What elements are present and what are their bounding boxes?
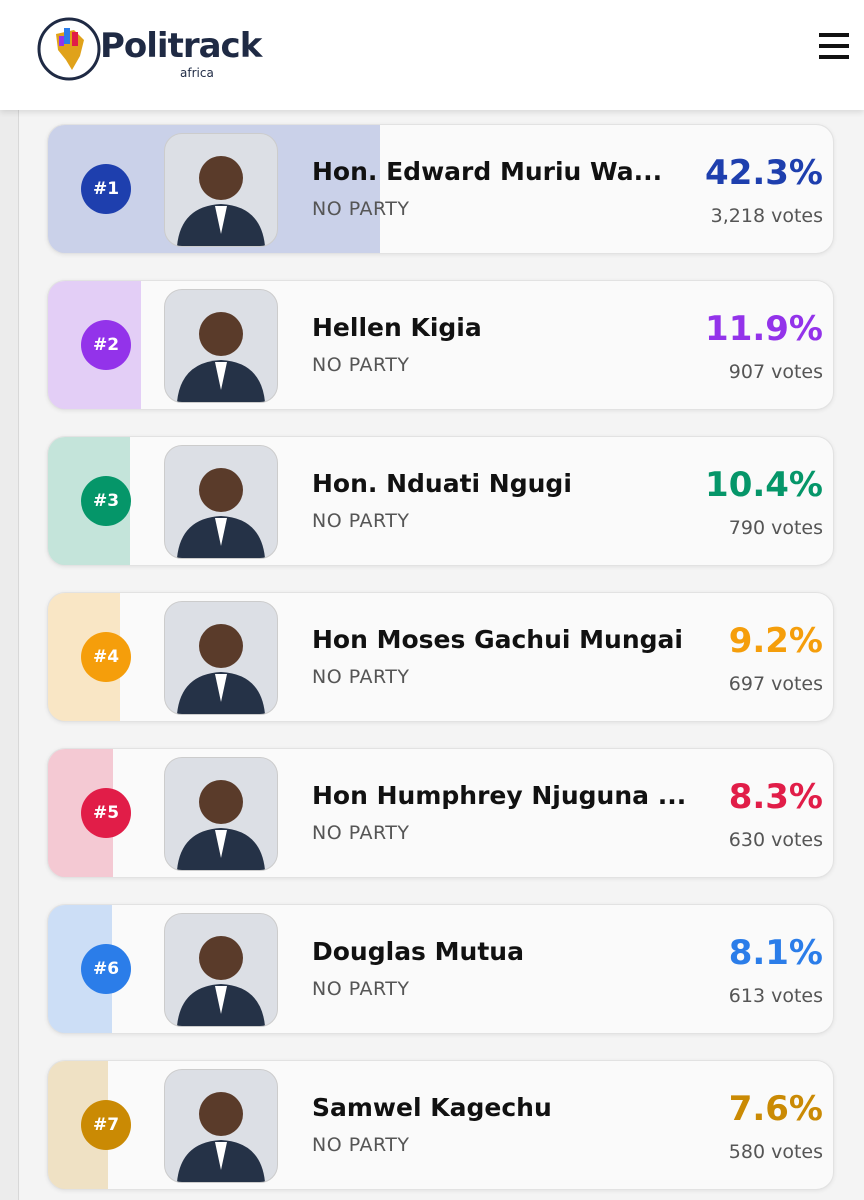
candidate-photo bbox=[164, 757, 278, 871]
vote-percent: 11.9% bbox=[705, 309, 823, 349]
candidate-name: Hellen Kigia bbox=[312, 313, 482, 342]
vote-count: 613 votes bbox=[728, 985, 823, 1007]
scroll-rail bbox=[0, 110, 19, 1200]
avatar bbox=[177, 936, 265, 1026]
vote-count: 790 votes bbox=[728, 517, 823, 539]
logo-title[interactable]: Politrack bbox=[100, 26, 262, 66]
rank-badge: #3 bbox=[81, 476, 131, 526]
candidate-party: NO PARTY bbox=[312, 510, 410, 532]
vote-percent: 10.4% bbox=[705, 465, 823, 505]
avatar bbox=[177, 156, 265, 246]
candidate-name: Hon. Edward Muriu Wa... bbox=[312, 157, 663, 186]
candidate-photo bbox=[164, 133, 278, 247]
rank-badge: #2 bbox=[81, 320, 131, 370]
vote-count: 907 votes bbox=[728, 361, 823, 383]
candidate-photo bbox=[164, 289, 278, 403]
vote-count: 630 votes bbox=[728, 829, 823, 851]
vote-percent: 7.6% bbox=[728, 1089, 823, 1129]
rank-badge: #6 bbox=[81, 944, 131, 994]
vote-count: 580 votes bbox=[728, 1141, 823, 1163]
candidate-party: NO PARTY bbox=[312, 1134, 410, 1156]
candidate-name: Douglas Mutua bbox=[312, 937, 524, 966]
candidate-card[interactable]: #4 Hon Moses Gachui Mungai NO PARTY 9.2% 697… bbox=[47, 592, 834, 722]
rank-badge: #5 bbox=[81, 788, 131, 838]
candidate-name: Samwel Kagechu bbox=[312, 1093, 552, 1122]
avatar bbox=[177, 1092, 265, 1182]
candidate-photo bbox=[164, 913, 278, 1027]
candidate-photo bbox=[164, 445, 278, 559]
header: Politrack africa bbox=[0, 0, 864, 110]
logo-subtitle: africa bbox=[180, 66, 214, 80]
candidate-card[interactable]: #1 Hon. Edward Muriu Wa... NO PARTY 42.3% 3,… bbox=[47, 124, 834, 254]
candidate-card[interactable]: #7 Samwel Kagechu NO PARTY 7.6% 580 votes bbox=[47, 1060, 834, 1190]
logo-icon[interactable] bbox=[34, 14, 104, 84]
candidate-photo bbox=[164, 601, 278, 715]
rank-badge: #1 bbox=[81, 164, 131, 214]
vote-count: 697 votes bbox=[728, 673, 823, 695]
candidate-party: NO PARTY bbox=[312, 666, 410, 688]
candidate-photo bbox=[164, 1069, 278, 1183]
vote-percent: 42.3% bbox=[705, 153, 823, 193]
avatar bbox=[177, 624, 265, 714]
candidate-name: Hon Moses Gachui Mungai bbox=[312, 625, 683, 654]
menu-button[interactable] bbox=[819, 32, 851, 60]
candidate-card[interactable]: #6 Douglas Mutua NO PARTY 8.1% 613 votes bbox=[47, 904, 834, 1034]
avatar bbox=[177, 312, 265, 402]
candidate-name: Hon. Nduati Ngugi bbox=[312, 469, 572, 498]
vote-count: 3,218 votes bbox=[710, 205, 823, 227]
rank-badge: #4 bbox=[81, 632, 131, 682]
candidate-card[interactable]: #2 Hellen Kigia NO PARTY 11.9% 907 votes bbox=[47, 280, 834, 410]
avatar bbox=[177, 780, 265, 870]
vote-percent: 8.3% bbox=[728, 777, 823, 817]
vote-percent: 9.2% bbox=[728, 621, 823, 661]
avatar bbox=[177, 468, 265, 558]
candidate-party: NO PARTY bbox=[312, 198, 410, 220]
candidate-card[interactable]: #5 Hon Humphrey Njuguna ... NO PARTY 8.3% 63… bbox=[47, 748, 834, 878]
candidate-card[interactable]: #3 Hon. Nduati Ngugi NO PARTY 10.4% 790 vote… bbox=[47, 436, 834, 566]
candidate-party: NO PARTY bbox=[312, 354, 410, 376]
rank-badge: #7 bbox=[81, 1100, 131, 1150]
vote-percent: 8.1% bbox=[728, 933, 823, 973]
candidate-party: NO PARTY bbox=[312, 978, 410, 1000]
candidate-party: NO PARTY bbox=[312, 822, 410, 844]
candidate-name: Hon Humphrey Njuguna ... bbox=[312, 781, 687, 810]
